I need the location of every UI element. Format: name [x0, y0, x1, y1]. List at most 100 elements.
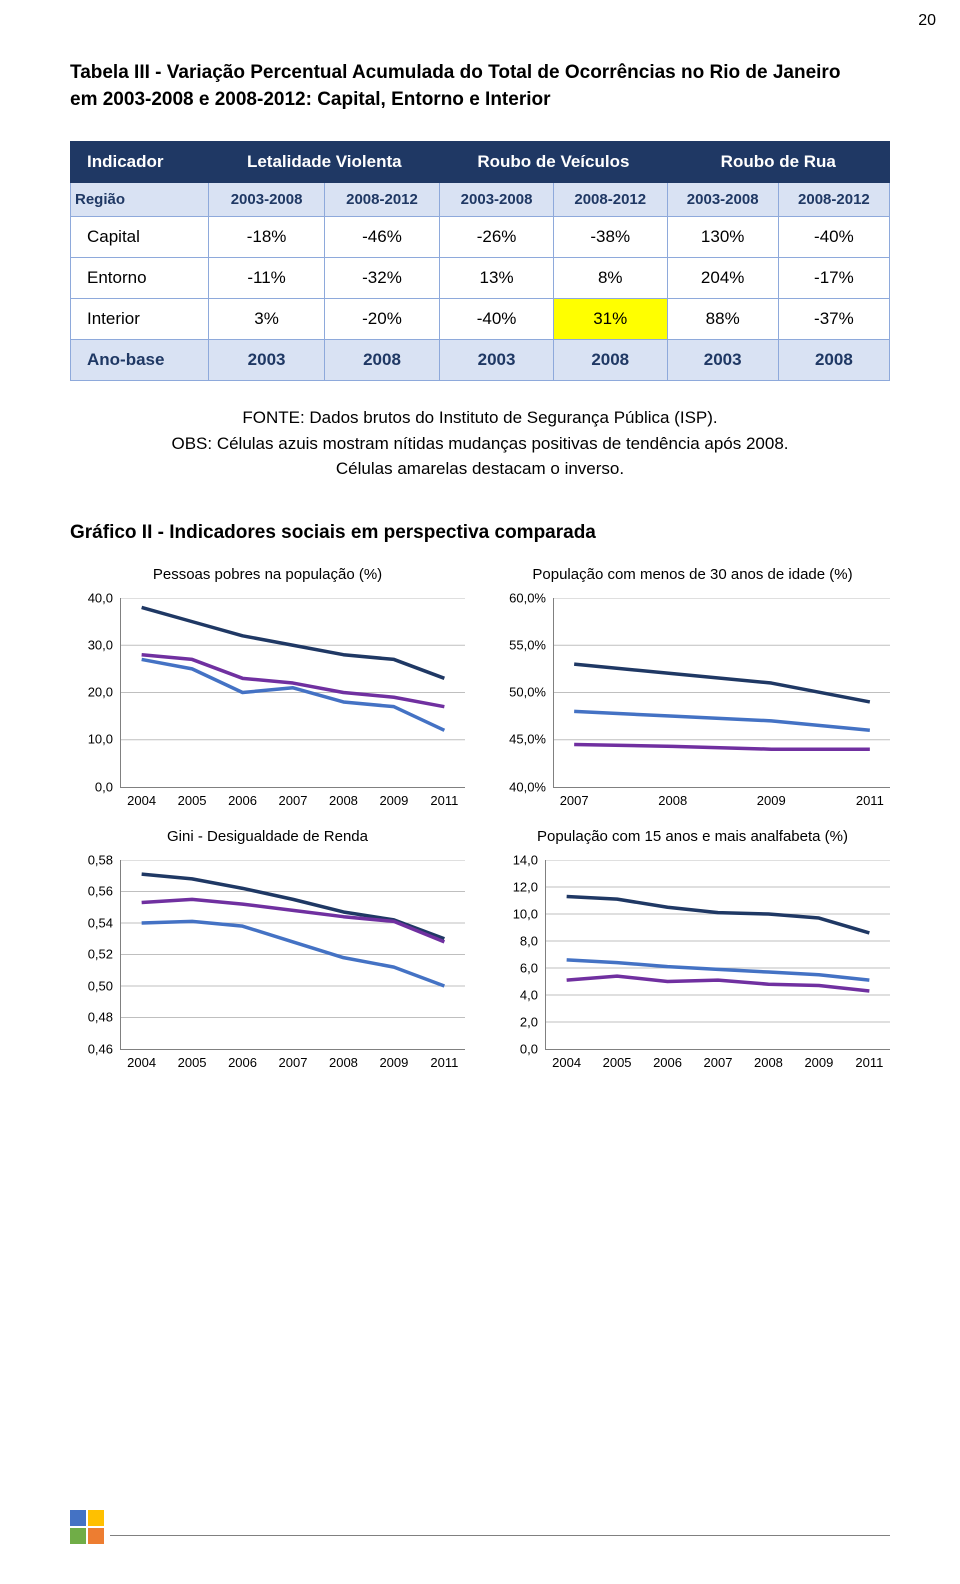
cell: 130%: [667, 217, 778, 258]
chart-title: Pessoas pobres na população (%): [70, 556, 465, 594]
chart-age30: População com menos de 30 anos de idade …: [495, 556, 890, 788]
x-tick: 2006: [228, 1055, 257, 1070]
cell: 8%: [553, 258, 667, 299]
footer-rule: [110, 1535, 890, 1536]
x-tick: 2007: [560, 793, 589, 808]
logo-sq: [70, 1528, 86, 1544]
x-tick: 2011: [855, 1055, 883, 1070]
cell: -18%: [209, 217, 324, 258]
series-line: [567, 976, 870, 991]
x-tick: 2004: [127, 793, 156, 808]
cell: 88%: [667, 299, 778, 340]
series-line: [567, 896, 870, 932]
row-label: Ano-base: [71, 340, 209, 381]
y-tick: 40,0: [71, 590, 119, 605]
series-line: [142, 874, 445, 939]
x-tick: 2009: [379, 793, 408, 808]
x-tick: 2008: [329, 1055, 358, 1070]
y-tick: 0,0: [71, 779, 119, 794]
col-letalidade: Letalidade Violenta: [209, 142, 440, 183]
table-title: Tabela III - Variação Percentual Acumula…: [70, 60, 890, 113]
cell: 13%: [440, 258, 554, 299]
cell: 2003: [209, 340, 324, 381]
y-tick: 6,0: [496, 960, 544, 975]
row-label: Interior: [71, 299, 209, 340]
y-tick: 0,50: [71, 978, 119, 993]
period: 2003-2008: [440, 183, 554, 217]
x-tick: 2004: [552, 1055, 581, 1070]
y-tick: 2,0: [496, 1014, 544, 1029]
x-tick: 2009: [379, 1055, 408, 1070]
y-tick: 60,0%: [504, 590, 552, 605]
y-tick: 10,0: [71, 732, 119, 747]
x-tick: 2004: [127, 1055, 156, 1070]
period: 2008-2012: [553, 183, 667, 217]
logo-sq: [88, 1528, 104, 1544]
x-tick: 2008: [329, 793, 358, 808]
y-tick: 20,0: [71, 685, 119, 700]
cell: 2008: [324, 340, 439, 381]
period: 2003-2008: [209, 183, 324, 217]
series-line: [142, 921, 445, 986]
x-tick: 2011: [430, 1055, 458, 1070]
x-tick: 2005: [178, 793, 207, 808]
row-label: Capital: [71, 217, 209, 258]
y-tick: 40,0%: [504, 779, 552, 794]
cell: 2003: [440, 340, 554, 381]
y-tick: 55,0%: [504, 637, 552, 652]
x-tick: 2011: [430, 793, 458, 808]
cell: -11%: [209, 258, 324, 299]
col-indicator: Indicador: [71, 142, 209, 183]
cell: -46%: [324, 217, 439, 258]
cell: -17%: [778, 258, 889, 299]
col-roubo-veiculos: Roubo de Veículos: [440, 142, 667, 183]
x-tick: 2009: [804, 1055, 833, 1070]
cell: 31%: [553, 299, 667, 340]
chart-illit: População com 15 anos e mais analfabeta …: [495, 818, 890, 1050]
row-label: Entorno: [71, 258, 209, 299]
y-tick: 4,0: [496, 987, 544, 1002]
x-tick: 2008: [658, 793, 687, 808]
y-tick: 0,56: [71, 884, 119, 899]
series-line: [574, 711, 870, 730]
series-line: [142, 659, 445, 730]
period: 2008-2012: [324, 183, 439, 217]
charts-grid: Pessoas pobres na população (%) 0,0 10,0 2…: [70, 556, 890, 1050]
y-tick: 30,0: [71, 637, 119, 652]
series-line: [574, 664, 870, 702]
x-tick: 2005: [178, 1055, 207, 1070]
x-tick: 2006: [228, 793, 257, 808]
x-tick: 2007: [279, 793, 308, 808]
y-tick: 12,0: [496, 879, 544, 894]
x-tick: 2006: [653, 1055, 682, 1070]
page-number: 20: [918, 12, 936, 30]
cell: 2008: [778, 340, 889, 381]
cell: -26%: [440, 217, 554, 258]
period: 2008-2012: [778, 183, 889, 217]
y-tick: 0,58: [71, 852, 119, 867]
caption-l2: OBS: Células azuis mostram nítidas mudan…: [70, 431, 890, 457]
x-tick: 2007: [279, 1055, 308, 1070]
y-tick: 0,48: [71, 1010, 119, 1025]
logo-sq: [70, 1510, 86, 1526]
y-tick: 50,0%: [504, 685, 552, 700]
cell: -38%: [553, 217, 667, 258]
caption-l3: Células amarelas destacam o inverso.: [70, 456, 890, 482]
caption-l1: FONTE: Dados brutos do Instituto de Segu…: [70, 405, 890, 431]
cell: 3%: [209, 299, 324, 340]
cell: -40%: [778, 217, 889, 258]
cell: 204%: [667, 258, 778, 299]
logo-sq: [88, 1510, 104, 1526]
data-table: Indicador Letalidade Violenta Roubo de V…: [70, 141, 890, 381]
section-title: Gráfico II - Indicadores sociais em pers…: [70, 522, 890, 544]
cell: -37%: [778, 299, 889, 340]
chart-title: População com menos de 30 anos de idade …: [495, 556, 890, 594]
title-l2: em 2003-2008 e 2008-2012: Capital, Entor…: [70, 89, 551, 110]
y-tick: 0,0: [496, 1041, 544, 1056]
y-tick: 0,46: [71, 1041, 119, 1056]
x-tick: 2008: [754, 1055, 783, 1070]
x-tick: 2011: [856, 793, 884, 808]
x-tick: 2005: [603, 1055, 632, 1070]
y-tick: 8,0: [496, 933, 544, 948]
x-tick: 2009: [757, 793, 786, 808]
